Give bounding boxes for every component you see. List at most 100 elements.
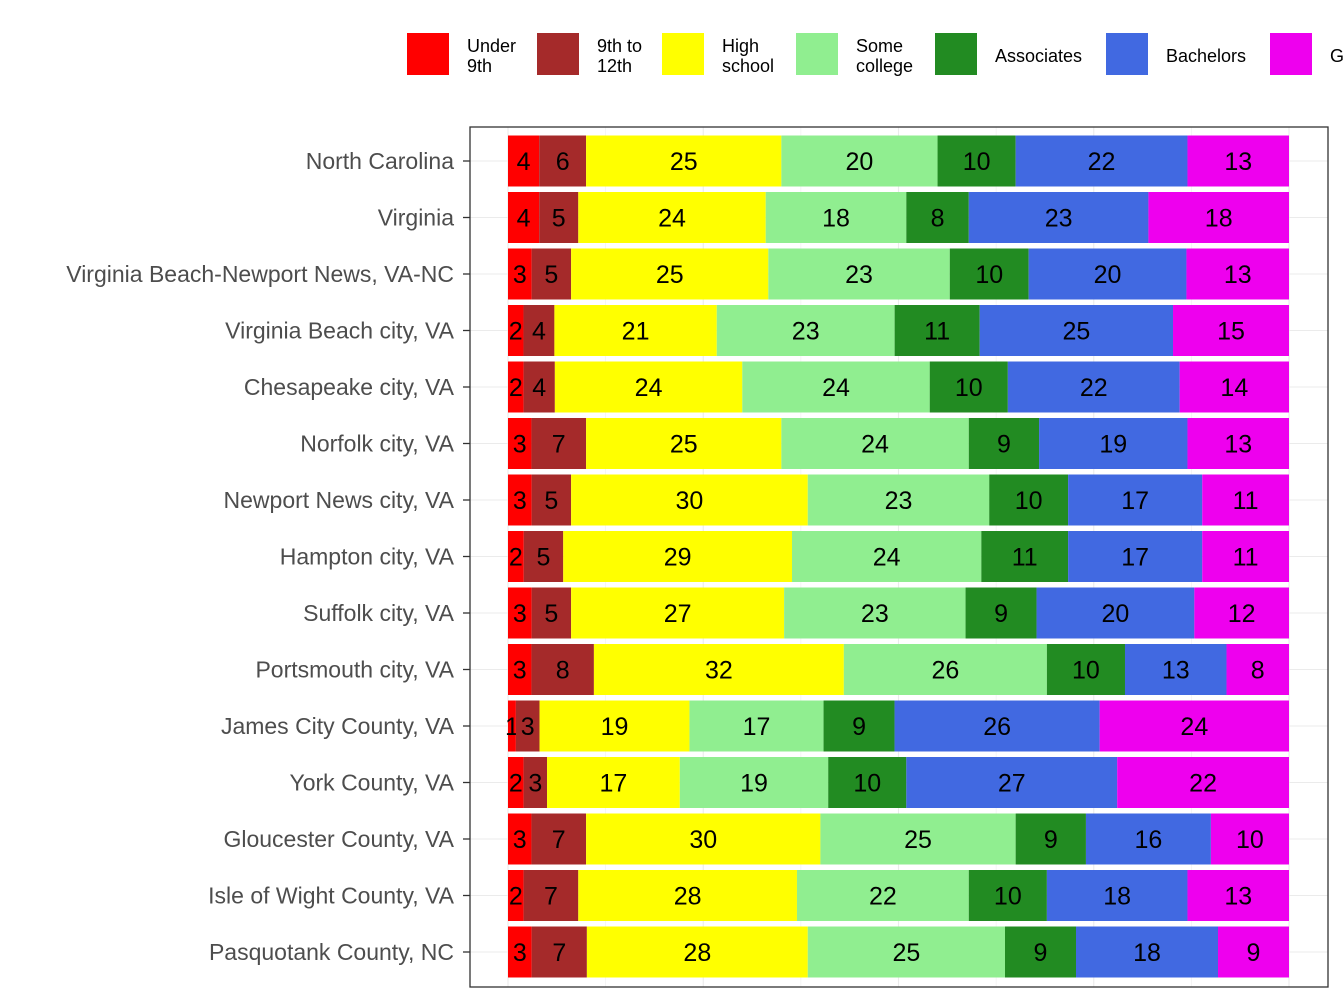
data-label: 9 — [1034, 939, 1048, 967]
bar-segment-some-college — [807, 474, 990, 526]
data-label: 10 — [955, 374, 983, 402]
legend-item-associates: Associates — [935, 33, 1082, 75]
bar-row-north-carolina: 4 6 25 20 10 22 13 — [508, 135, 1289, 187]
bar-segment-associates — [1046, 644, 1125, 695]
bar-segment-9th-to-12th — [523, 870, 579, 921]
data-label: 9 — [997, 431, 1011, 459]
bar-segment-under-9th — [508, 305, 524, 356]
data-label: 18 — [822, 205, 850, 233]
data-label: 32 — [705, 657, 733, 685]
bar-segment-high-school — [563, 531, 792, 582]
data-label: 30 — [689, 826, 717, 854]
bar-segment-bachelors — [894, 700, 1100, 752]
bar-segment-9th-to-12th — [531, 926, 587, 978]
bar-segment-g — [1202, 474, 1289, 526]
bar-segment-associates — [828, 757, 907, 808]
bar-segment-some-college — [765, 192, 907, 243]
legend-label: G — [1330, 46, 1344, 66]
data-label: 3 — [513, 826, 527, 854]
data-label: 18 — [1133, 939, 1161, 967]
bar-segment-9th-to-12th — [531, 587, 572, 639]
bar-row-virginia-beach-newport-news-va-nc: 3 5 25 23 10 20 13 — [508, 248, 1289, 300]
data-label: 7 — [544, 883, 558, 911]
bar-segment-bachelors — [1124, 644, 1227, 695]
data-label: 26 — [931, 657, 959, 685]
bar-segment-some-college — [768, 248, 950, 300]
data-label: 7 — [552, 939, 566, 967]
legend-label: 9th to 12th — [597, 36, 642, 76]
bar-segment-9th-to-12th — [531, 248, 572, 300]
data-label: 4 — [517, 205, 531, 233]
y-tick-label: Portsmouth city, VA — [255, 657, 454, 683]
data-label: 15 — [1217, 318, 1245, 346]
data-label: 8 — [931, 205, 945, 233]
bar-segment-under-9th — [508, 474, 532, 526]
legend: Under 9th 9th to 12th High school Some college A… — [407, 33, 1344, 76]
data-label: 24 — [658, 205, 686, 233]
data-label: 27 — [664, 600, 692, 628]
bar-segment-bachelors — [1046, 870, 1188, 921]
data-label: 28 — [683, 939, 711, 967]
bar-segment-g — [1148, 192, 1289, 243]
data-label: 24 — [1180, 713, 1208, 741]
y-tick-label: Pasquotank County, NC — [209, 939, 454, 965]
data-label: 25 — [670, 431, 698, 459]
bar-segment-g — [1117, 757, 1289, 808]
data-label: 18 — [1205, 205, 1233, 233]
bar-segment-high-school — [571, 248, 769, 300]
bar-segment-under-9th — [508, 531, 524, 582]
bar-segment-bachelors — [1068, 531, 1203, 582]
bar-segment-g — [1218, 926, 1289, 978]
data-label: 25 — [904, 826, 932, 854]
data-label: 8 — [556, 657, 570, 685]
data-label: 28 — [674, 883, 702, 911]
data-label: 21 — [622, 318, 650, 346]
data-label: 22 — [1088, 148, 1116, 176]
data-label: 3 — [513, 261, 527, 289]
data-label: 10 — [975, 261, 1003, 289]
data-label: 25 — [1062, 318, 1090, 346]
y-tick-label: Chesapeake city, VA — [244, 374, 455, 400]
bar-segment-associates — [968, 418, 1040, 469]
data-label: 5 — [537, 544, 551, 572]
legend-key — [1270, 33, 1312, 75]
data-label: 5 — [544, 487, 558, 515]
bar-segment-high-school — [593, 644, 844, 695]
bar-segment-g — [1210, 813, 1289, 865]
data-label: 17 — [743, 713, 771, 741]
y-tick-label: Newport News city, VA — [224, 487, 455, 513]
data-label: 4 — [532, 374, 546, 402]
legend-label: Some college — [856, 36, 913, 76]
legend-label: Under 9th — [467, 36, 516, 76]
data-label: 8 — [1251, 657, 1265, 685]
legend-item-bachelors: Bachelors — [1106, 33, 1246, 75]
bar-row-newport-news-city-va: 3 5 30 23 10 17 11 — [508, 474, 1289, 526]
data-label: 2 — [509, 770, 523, 798]
y-axis: North Carolina Virginia Virginia Beach-New… — [66, 148, 470, 965]
data-label: 23 — [861, 600, 889, 628]
data-label: 5 — [544, 261, 558, 289]
data-label: 7 — [552, 826, 566, 854]
bar-segment-bachelors — [1076, 926, 1218, 978]
data-label: 24 — [635, 374, 663, 402]
data-label: 2 — [509, 883, 523, 911]
data-label: 25 — [670, 148, 698, 176]
bar-segment-g — [1202, 531, 1289, 582]
data-label: 30 — [676, 487, 704, 515]
bar-segment-g — [1187, 135, 1289, 187]
bar-segment-g — [1179, 361, 1289, 413]
data-label: 6 — [556, 148, 570, 176]
bar-segment-under-9th — [508, 813, 532, 865]
bar-segment-under-9th — [508, 757, 524, 808]
legend-key — [537, 33, 579, 75]
bar-segment-some-college — [689, 700, 824, 752]
data-label: 10 — [853, 770, 881, 798]
data-label: 3 — [521, 713, 535, 741]
bar-segment-some-college — [792, 531, 982, 582]
bar-segment-bachelors — [1007, 361, 1180, 413]
bar-row-suffolk-city-va: 3 5 27 23 9 20 12 — [508, 587, 1289, 639]
data-label: 3 — [513, 600, 527, 628]
y-tick-label: Virginia Beach-Newport News, VA-NC — [66, 261, 454, 287]
bar-segment-bachelors — [1068, 474, 1203, 526]
